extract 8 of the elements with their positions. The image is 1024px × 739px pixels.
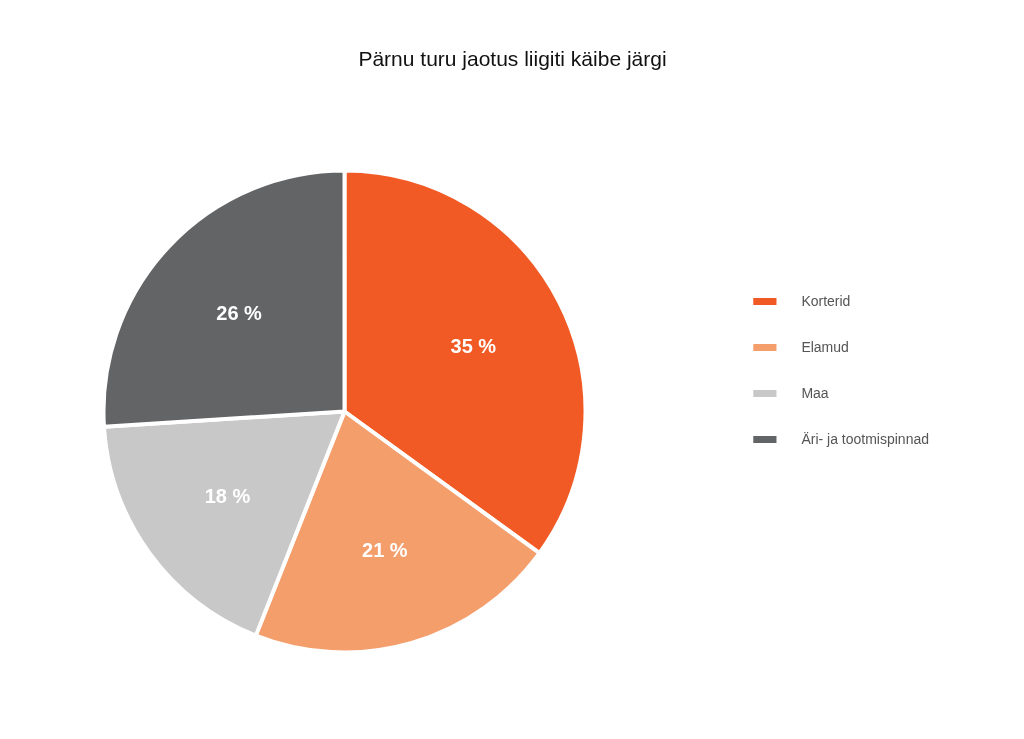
data-label: 35 %	[450, 334, 497, 357]
data-label: 21 %	[362, 539, 408, 562]
legend-label: Elamud	[801, 338, 849, 355]
data-label: 26 %	[216, 301, 263, 324]
legend-label: Korterid	[801, 292, 851, 309]
legend-label: Äri- ja tootmispinnad	[801, 430, 929, 447]
chart-title: Pärnu turu jaotus liigiti käibe järgi	[358, 47, 667, 70]
legend-label: Maa	[801, 384, 829, 401]
